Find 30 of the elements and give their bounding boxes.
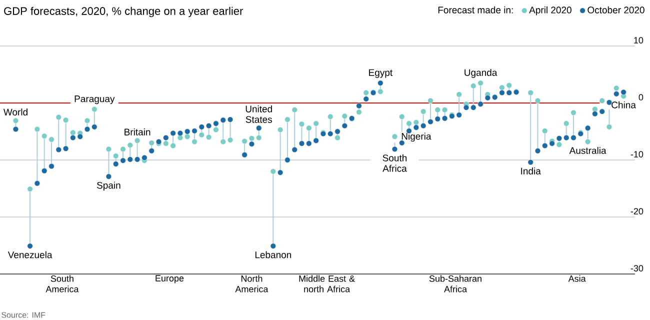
y-tick-label: 10 — [634, 37, 644, 44]
y-tick-label: -30 — [630, 265, 644, 272]
x-tick-label: Australia — [569, 146, 606, 154]
x-tick-label: Paraguay — [74, 96, 115, 104]
source-note: Source: IMF — [2, 312, 46, 318]
x-tick-label: South Africa — [382, 154, 407, 172]
text: Middle East & north Africa — [299, 275, 355, 292]
x-tick-label: India — [521, 167, 541, 174]
legend-label: October 2020 — [588, 6, 644, 14]
text: North America — [235, 275, 268, 292]
legend-title: Forecast made in: — [438, 6, 513, 14]
x-tick-label: Spain — [96, 182, 120, 191]
legend-label: April 2020 — [529, 6, 572, 16]
text: South America — [46, 275, 79, 292]
y-tick-label: 0 — [638, 94, 644, 100]
x-tick-label: China — [612, 101, 636, 108]
x-tick-label: Britain — [124, 128, 150, 136]
text: Asia — [568, 275, 586, 282]
x-tick-label: United States — [246, 105, 272, 123]
text: Europe — [156, 275, 184, 284]
x-tick-label: World — [3, 108, 28, 116]
x-tick-label: Nigeria — [402, 132, 432, 142]
y-tick-label: -10 — [630, 151, 644, 158]
y-tick-label: -20 — [630, 208, 644, 214]
x-tick-label: Venezuela — [8, 251, 52, 258]
x-tick-label: Lebanon — [255, 251, 292, 258]
chart-title: GDP forecasts, 2020, % change on a year earlier — [4, 6, 243, 18]
text: Sub-Saharan Africa — [429, 275, 482, 292]
x-tick-label: Egypt — [369, 69, 393, 78]
x-tick-label: Uganda — [464, 68, 498, 78]
